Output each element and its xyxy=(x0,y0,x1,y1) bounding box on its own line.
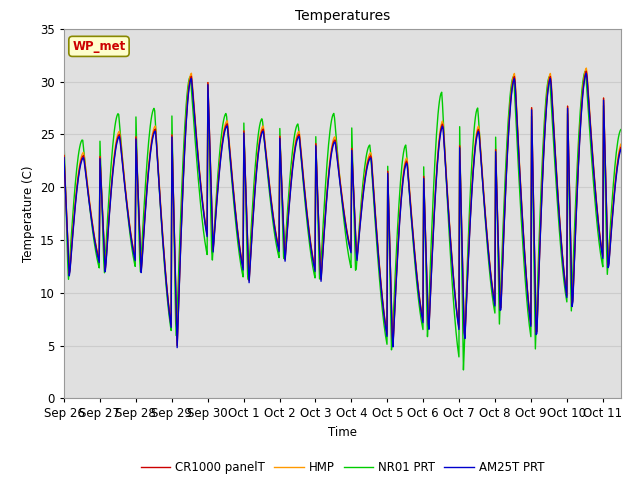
NR01 PRT xyxy=(319,233,326,239)
Text: WP_met: WP_met xyxy=(72,40,125,53)
AM25T PRT xyxy=(319,244,327,250)
HMP xyxy=(63,204,70,209)
CR1000 panelT xyxy=(617,144,625,150)
HMP xyxy=(319,241,327,247)
AM25T PRT xyxy=(474,131,481,136)
CR1000 panelT xyxy=(138,258,146,264)
Title: Temperatures: Temperatures xyxy=(295,10,390,24)
AM25T PRT xyxy=(63,205,70,211)
HMP xyxy=(173,343,181,348)
CR1000 panelT xyxy=(319,242,327,248)
NR01 PRT xyxy=(474,105,481,111)
CR1000 panelT xyxy=(582,68,590,74)
NR01 PRT xyxy=(138,241,146,247)
NR01 PRT xyxy=(60,137,68,143)
HMP xyxy=(138,258,146,264)
HMP xyxy=(582,65,590,71)
HMP xyxy=(60,153,68,158)
AM25T PRT xyxy=(60,155,68,160)
X-axis label: Time: Time xyxy=(328,426,357,439)
AM25T PRT xyxy=(460,330,468,336)
HMP xyxy=(298,161,306,167)
CR1000 panelT xyxy=(63,204,70,209)
HMP xyxy=(474,125,481,131)
NR01 PRT xyxy=(63,211,70,217)
HMP xyxy=(460,328,468,334)
CR1000 panelT xyxy=(460,328,468,334)
AM25T PRT xyxy=(617,146,625,152)
NR01 PRT xyxy=(617,127,625,132)
Line: NR01 PRT: NR01 PRT xyxy=(64,71,621,370)
Line: AM25T PRT: AM25T PRT xyxy=(64,73,621,348)
CR1000 panelT xyxy=(298,164,306,169)
NR01 PRT xyxy=(582,68,589,74)
NR01 PRT xyxy=(460,348,468,354)
Legend: CR1000 panelT, HMP, NR01 PRT, AM25T PRT: CR1000 panelT, HMP, NR01 PRT, AM25T PRT xyxy=(136,456,549,479)
AM25T PRT xyxy=(173,345,181,350)
HMP xyxy=(617,141,625,147)
CR1000 panelT xyxy=(474,128,481,134)
CR1000 panelT xyxy=(60,153,68,158)
AM25T PRT xyxy=(582,71,590,76)
AM25T PRT xyxy=(298,166,306,172)
Y-axis label: Temperature (C): Temperature (C) xyxy=(22,165,35,262)
CR1000 panelT xyxy=(173,343,181,348)
Line: HMP: HMP xyxy=(64,68,621,346)
NR01 PRT xyxy=(460,367,467,373)
AM25T PRT xyxy=(138,260,146,266)
Line: CR1000 panelT: CR1000 panelT xyxy=(64,71,621,346)
NR01 PRT xyxy=(298,160,305,166)
